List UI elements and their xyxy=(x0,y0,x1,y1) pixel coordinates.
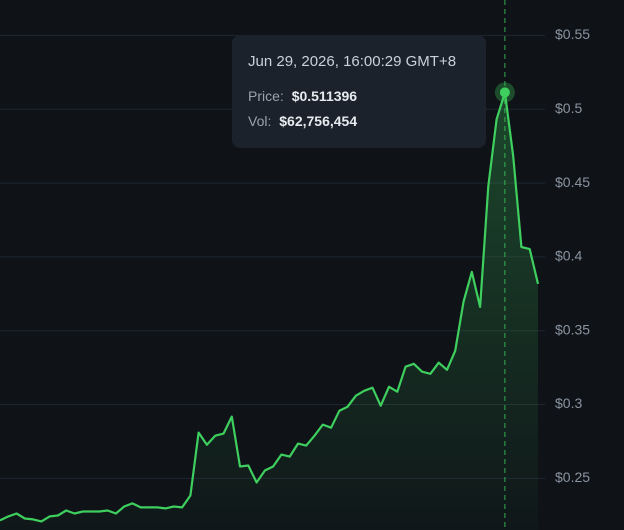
hover-point xyxy=(499,87,510,98)
tooltip-price: Price: $0.511396 xyxy=(248,88,357,104)
price-label: Price: xyxy=(248,88,284,104)
y-tick-label: $0.4 xyxy=(555,248,582,264)
y-tick-label: $0.5 xyxy=(555,100,582,116)
area xyxy=(0,92,538,530)
y-tick-label: $0.35 xyxy=(555,321,590,337)
tooltip: Jun 29, 2026, 16:00:29 GMT+8 Price: $0.5… xyxy=(232,35,486,148)
price-value: $0.511396 xyxy=(292,88,358,104)
vol-label: Vol: xyxy=(248,113,271,129)
tooltip-box xyxy=(232,35,486,148)
tooltip-date: Jun 29, 2026, 16:00:29 GMT+8 xyxy=(248,53,456,70)
price-line xyxy=(0,91,540,523)
y-tick-label: $0.55 xyxy=(555,26,590,42)
tooltip-vol: Vol: $62,756,454 xyxy=(248,113,357,129)
y-tick-label: $0.25 xyxy=(555,469,590,485)
y-tick-label: $0.45 xyxy=(555,174,590,190)
vol-value: $62,756,454 xyxy=(279,113,357,129)
y-tick-label: $0.3 xyxy=(555,395,582,411)
